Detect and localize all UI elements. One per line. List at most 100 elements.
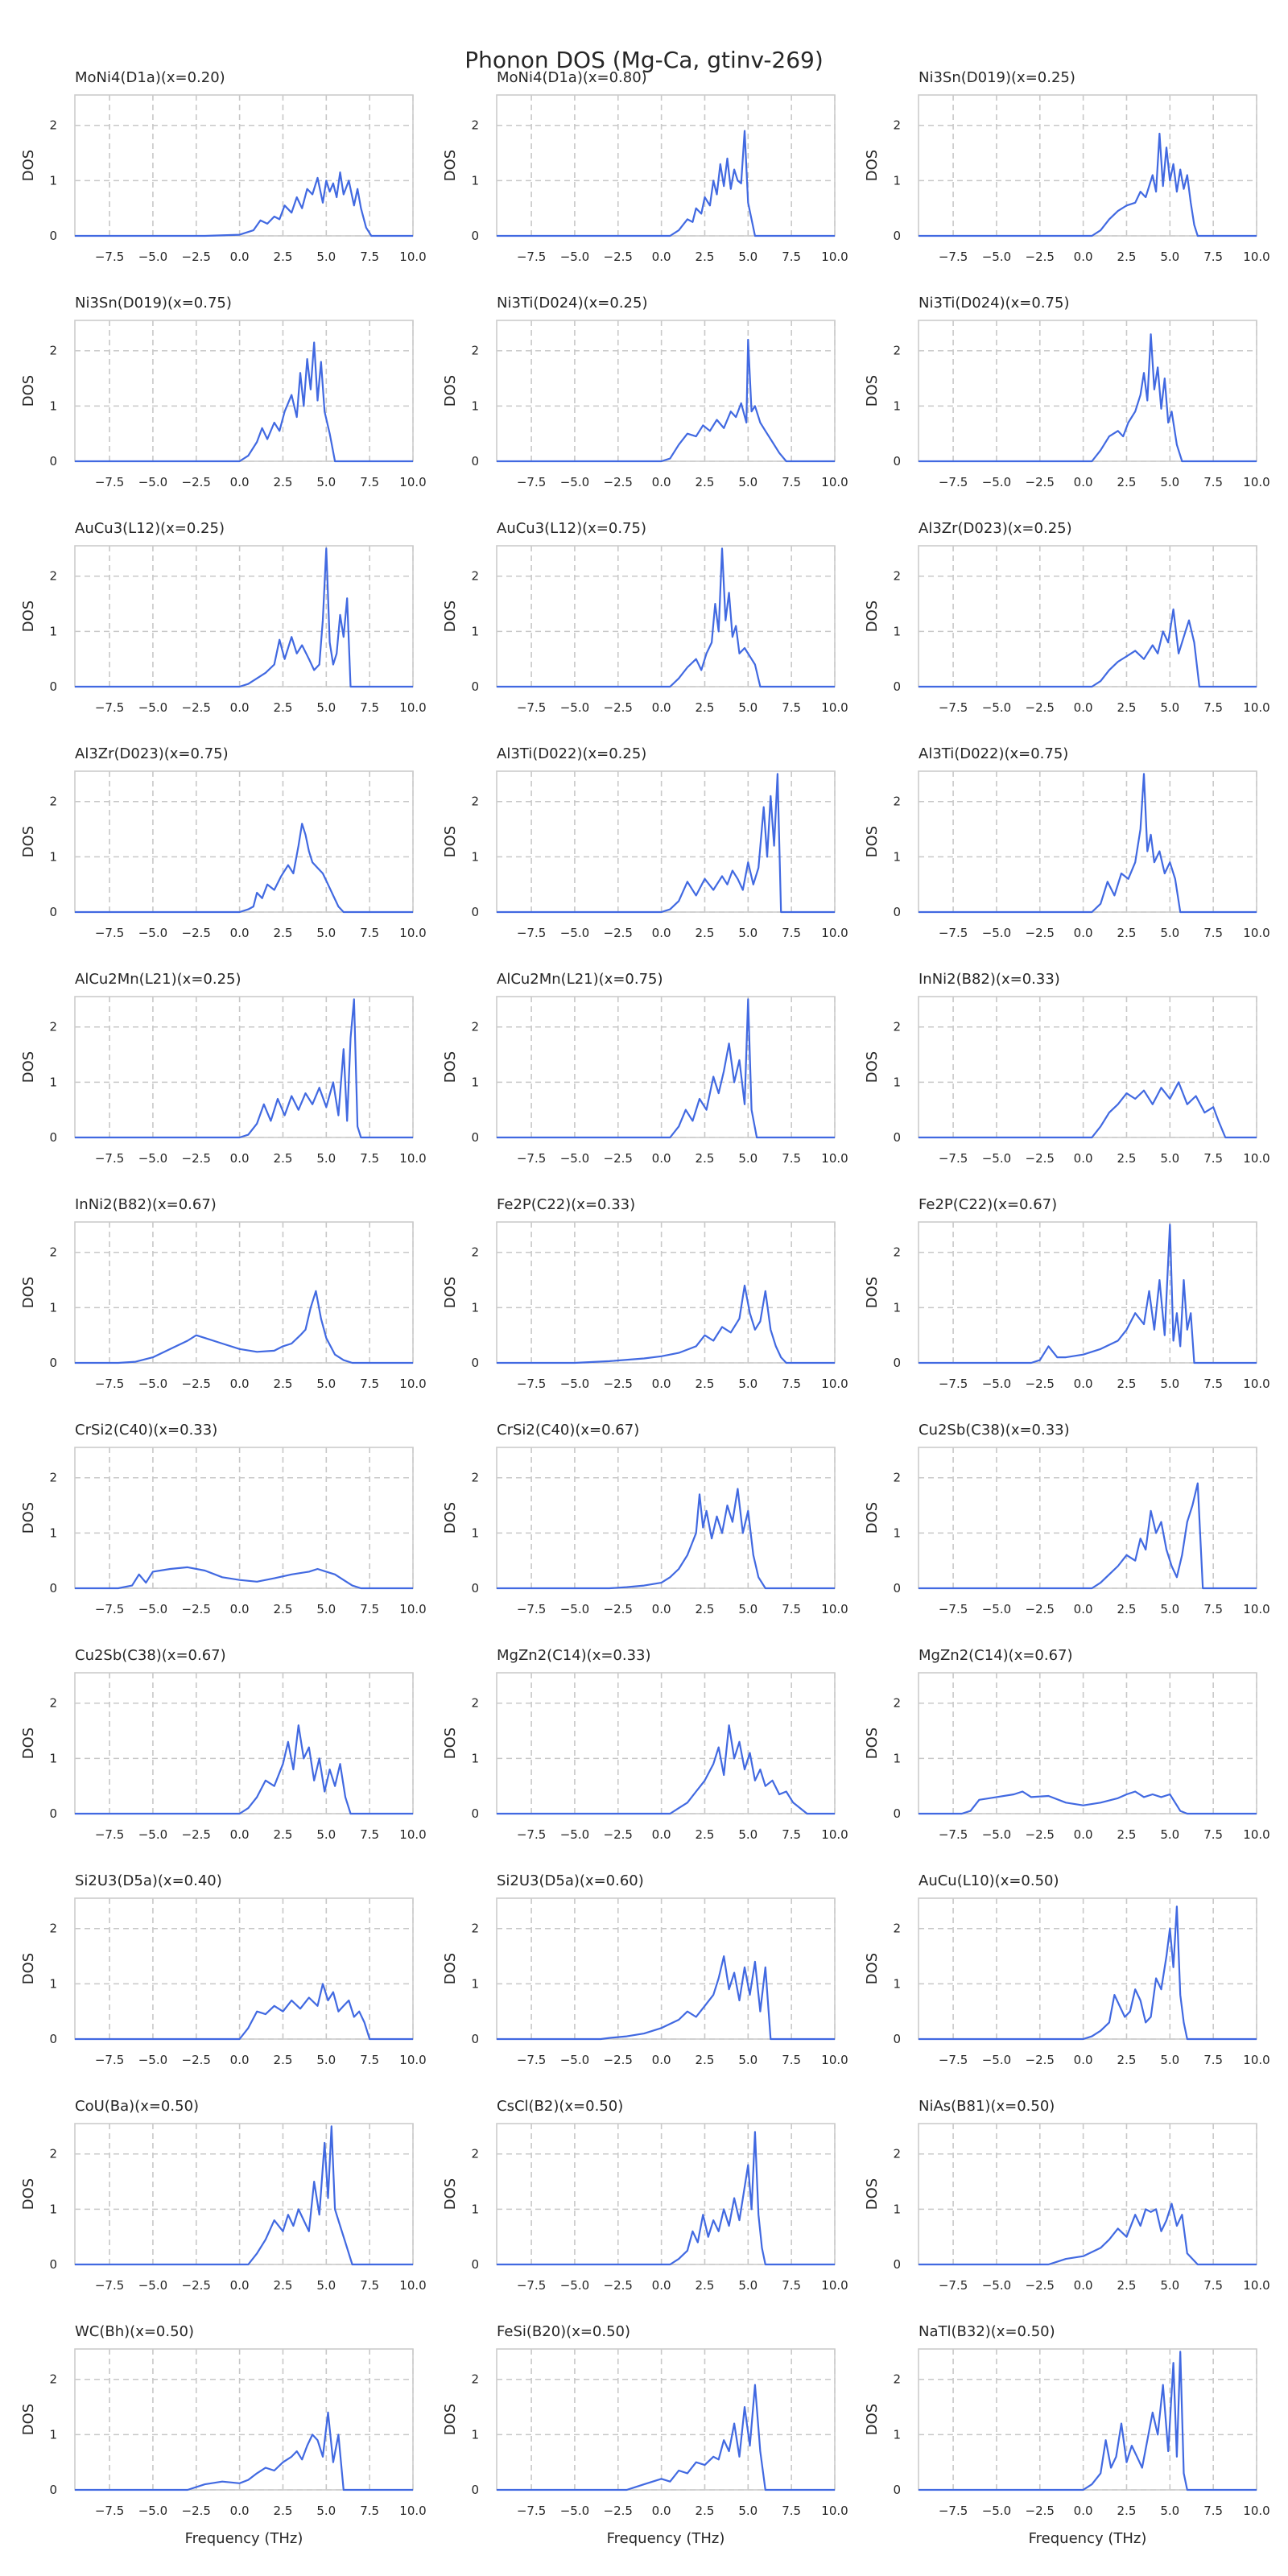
x-tick-label: −2.5: [182, 1151, 211, 1166]
y-tick-label: 0: [49, 229, 57, 243]
x-tick-label: 0.0: [1074, 700, 1093, 715]
x-tick-label: 2.5: [1117, 475, 1137, 489]
plot-frame: [918, 1221, 1257, 1364]
dos-line: [75, 1983, 413, 2041]
y-axis-label: DOS: [864, 1502, 881, 1534]
y-tick-label: 1: [893, 2427, 901, 2442]
x-tick-label: −5.0: [982, 2278, 1011, 2293]
dos-line: [497, 2384, 835, 2491]
panel-4: Ni3Sn(D019)(x=0.75) −7.5 −5.0 −2.5 0.0 2.5 5.0…: [20, 295, 427, 489]
y-tick-label: 2: [893, 344, 901, 358]
panel-title: Ni3Sn(D019)(x=0.75): [75, 295, 232, 312]
x-tick-label: 0.0: [230, 250, 250, 264]
y-axis-label: DOS: [20, 150, 37, 181]
x-tick-label: 5.0: [316, 2278, 336, 2293]
x-tick-label: 10.0: [399, 700, 426, 715]
y-tick-label: 0: [49, 1356, 57, 1370]
x-tick-label: 2.5: [696, 1151, 715, 1166]
dos-line: [919, 608, 1257, 688]
x-tick-label: 5.0: [316, 1827, 336, 1842]
x-tick-label: −2.5: [1026, 2504, 1055, 2518]
x-tick-label: −2.5: [604, 475, 633, 489]
x-tick-label: 7.5: [782, 2053, 801, 2067]
y-tick-label: 1: [49, 2202, 57, 2216]
y-tick-label: 2: [471, 2147, 479, 2161]
y-tick-label: 2: [471, 569, 479, 584]
x-tick-label: 5.0: [738, 926, 758, 940]
y-tick-label: 1: [49, 1300, 57, 1315]
y-tick-label: 2: [471, 2372, 479, 2387]
panel-3: Ni3Sn(D019)(x=0.25) −7.5 −5.0 −2.5 0.0 2.5 5.0…: [864, 69, 1270, 264]
x-tick-label: −7.5: [517, 1827, 546, 1842]
x-tick-label: 5.0: [316, 2504, 336, 2518]
y-axis-label: DOS: [20, 2404, 37, 2435]
x-tick-label: 10.0: [399, 250, 426, 264]
y-tick-label: 0: [893, 1581, 901, 1596]
x-tick-label: 0.0: [652, 1151, 671, 1166]
y-tick-label: 1: [471, 173, 479, 188]
plot-frame: [918, 2123, 1257, 2265]
y-tick-label: 2: [471, 1471, 479, 1485]
dos-line: [75, 2411, 413, 2491]
x-tick-label: −5.0: [560, 1151, 589, 1166]
y-tick-label: 0: [893, 2032, 901, 2046]
y-axis-label: DOS: [864, 375, 881, 407]
y-tick-label: 1: [893, 849, 901, 864]
dos-line: [919, 1224, 1257, 1364]
y-axis-label: DOS: [864, 1051, 881, 1083]
y-tick-label: 2: [893, 1245, 901, 1260]
x-tick-label: −2.5: [1026, 2053, 1055, 2067]
x-tick-label: −5.0: [560, 926, 589, 940]
x-tick-label: −5.0: [982, 926, 1011, 940]
panel-13: AlCu2Mn(L21)(x=0.25) −7.5 −5.0 −2.5 0.0 2.5 5.…: [20, 971, 427, 1166]
x-tick-label: −2.5: [1026, 475, 1055, 489]
y-tick-label: 0: [49, 2483, 57, 2497]
y-tick-label: 2: [471, 1922, 479, 1936]
panel-17: Fe2P(C22)(x=0.33) −7.5 −5.0 −2.5 0.0 2.5 5.0 7.…: [442, 1196, 848, 1391]
x-tick-label: 0.0: [230, 926, 250, 940]
x-tick-label: 2.5: [274, 1151, 293, 1166]
x-tick-label: 2.5: [696, 475, 715, 489]
y-tick-label: 2: [893, 1020, 901, 1034]
dos-line: [497, 773, 835, 914]
x-tick-label: −5.0: [138, 2278, 167, 2293]
x-tick-label: 10.0: [1243, 1151, 1269, 1166]
y-tick-label: 0: [471, 679, 479, 694]
plot-frame: [918, 94, 1257, 237]
x-tick-label: 7.5: [782, 2504, 801, 2518]
x-tick-label: 2.5: [274, 926, 293, 940]
x-tick-label: −7.5: [517, 1602, 546, 1616]
x-tick-label: −2.5: [182, 2278, 211, 2293]
x-tick-label: −5.0: [560, 700, 589, 715]
x-tick-label: −2.5: [1026, 926, 1055, 940]
panel-title: AlCu2Mn(L21)(x=0.25): [75, 971, 242, 988]
x-tick-label: 5.0: [738, 700, 758, 715]
y-tick-label: 1: [471, 624, 479, 638]
x-tick-label: −5.0: [138, 1602, 167, 1616]
x-axis-label: Frequency (THz): [185, 2530, 303, 2547]
plot-frame: [74, 1672, 414, 1814]
x-tick-label: 10.0: [1243, 250, 1269, 264]
y-axis-label: DOS: [20, 1953, 37, 1984]
dos-line: [75, 1724, 413, 1815]
y-tick-label: 2: [893, 1696, 901, 1711]
x-tick-label: 2.5: [696, 926, 715, 940]
x-tick-label: 5.0: [738, 2504, 758, 2518]
x-tick-label: −2.5: [182, 250, 211, 264]
x-tick-label: 7.5: [360, 475, 379, 489]
y-tick-label: 0: [471, 2257, 479, 2272]
x-tick-label: −7.5: [939, 2504, 968, 2518]
panel-12: Al3Ti(D022)(x=0.75) −7.5 −5.0 −2.5 0.0 2.5 5.0…: [864, 745, 1270, 940]
x-tick-label: −2.5: [182, 926, 211, 940]
x-tick-label: −5.0: [982, 1827, 1011, 1842]
y-tick-label: 0: [49, 1806, 57, 1821]
panel-23: MgZn2(C14)(x=0.33) −7.5 −5.0 −2.5 0.0 2.5 5.0 7…: [442, 1647, 848, 1842]
figure-title: Phonon DOS (Mg-Ca, gtinv-269): [464, 47, 824, 73]
x-tick-label: −5.0: [560, 2278, 589, 2293]
plot-frame: [74, 2348, 414, 2491]
y-tick-label: 0: [893, 679, 901, 694]
x-tick-label: −5.0: [138, 475, 167, 489]
x-tick-label: −7.5: [517, 2278, 546, 2293]
x-tick-label: 0.0: [230, 1377, 250, 1391]
